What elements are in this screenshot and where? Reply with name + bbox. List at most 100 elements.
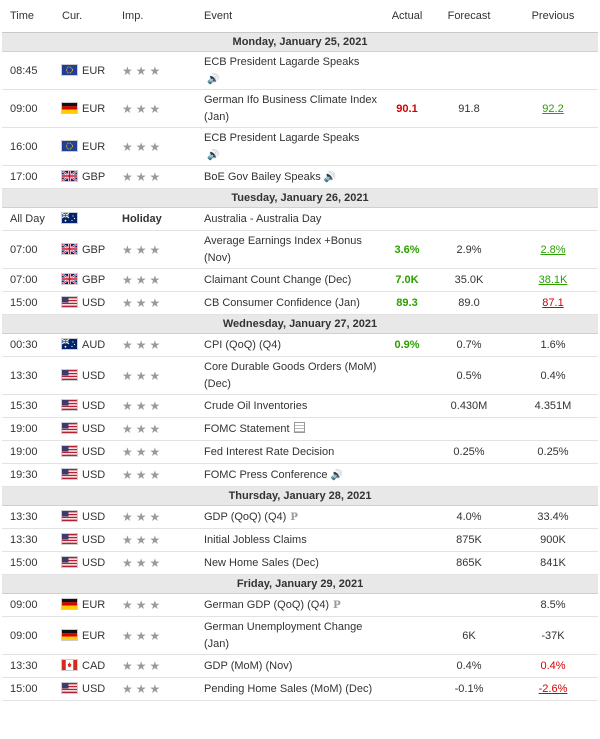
previous-value[interactable]: 2.8% — [540, 243, 566, 256]
event-actual: 7.0K — [384, 268, 430, 292]
currency-code: USD — [82, 446, 106, 458]
event-row[interactable]: 08:45 EUR ★★★ ECB President Lagarde Speaks 🔊 — [2, 51, 598, 90]
event-name[interactable]: BoE Gov Bailey Speaks — [204, 170, 321, 183]
col-forecast[interactable]: Forecast — [430, 0, 508, 33]
col-actual[interactable]: Actual — [384, 0, 430, 33]
event-row[interactable]: All Day Holiday Australia - Australia Day — [2, 207, 598, 231]
event-name[interactable]: FOMC Press Conference — [204, 468, 328, 481]
previous-value: 0.4% — [540, 369, 566, 382]
event-row[interactable]: 15:00 USD ★★★ CB Consumer Confidence (Jan) 8… — [2, 291, 598, 315]
event-name[interactable]: Fed Interest Rate Decision — [204, 445, 335, 458]
day-header-row: Thursday, January 28, 2021 — [2, 486, 598, 506]
event-name[interactable]: ECB President Lagarde Speaks — [204, 55, 360, 68]
event-previous: 0.4% — [508, 654, 598, 678]
importance-stars-icon: ★★★ — [122, 468, 164, 482]
event-row[interactable]: 13:30 USD ★★★ GDP (QoQ) (Q4) P 4.0% 33.4% — [2, 505, 598, 529]
importance-stars-icon: ★★★ — [122, 242, 164, 257]
event-previous: 900K — [508, 528, 598, 552]
previous-value[interactable]: 87.1 — [542, 297, 564, 309]
event-time: 07:00 — [2, 230, 62, 269]
event-row[interactable]: 13:30 USD ★★★ Initial Jobless Claims 875K 900… — [2, 528, 598, 552]
day-header-row: Wednesday, January 27, 2021 — [2, 314, 598, 334]
event-name[interactable]: Pending Home Sales (MoM) (Dec) — [204, 682, 373, 695]
event-previous — [508, 165, 598, 189]
event-row[interactable]: 09:00 EUR ★★★ German Ifo Business Climate I… — [2, 89, 598, 128]
speaker-icon[interactable]: 🔊 — [207, 73, 220, 85]
speaker-icon[interactable]: 🔊 — [330, 469, 343, 481]
event-row[interactable]: 07:00 GBP ★★★ Claimant Count Change (Dec) 7.… — [2, 268, 598, 292]
event-row[interactable]: 19:00 USD ★★★ Fed Interest Rate Decision 0.2… — [2, 440, 598, 464]
event-previous — [508, 127, 598, 166]
event-name[interactable]: FOMC Statement — [204, 422, 290, 435]
event-row[interactable]: 13:30 USD ★★★ Core Durable Goods Orders (Mo… — [2, 356, 598, 395]
event-previous: 4.351M — [508, 394, 598, 418]
event-name-cell: German Ifo Business Climate Index (Jan) — [204, 89, 384, 128]
event-row[interactable]: 15:00 USD ★★★ New Home Sales (Dec) 865K 841K — [2, 551, 598, 575]
col-currency[interactable]: Cur. — [62, 0, 122, 33]
event-row[interactable]: 15:00 USD ★★★ Pending Home Sales (MoM) (Dec… — [2, 677, 598, 701]
event-name[interactable]: German GDP (QoQ) (Q4) — [204, 598, 330, 611]
event-forecast — [430, 417, 508, 441]
event-name-cell: German Unemployment Change (Jan) — [204, 616, 384, 655]
event-name[interactable]: Core Durable Goods Orders (MoM) (Dec) — [204, 360, 377, 390]
previous-value: 841K — [540, 557, 566, 569]
actual-value: 3.6% — [394, 243, 420, 256]
event-currency: USD — [62, 417, 122, 441]
event-row[interactable]: 00:30 AUD ★★★ CPI (QoQ) (Q4) 0.9% 0.7% 1.6% — [2, 333, 598, 357]
actual-value: 89.3 — [396, 297, 418, 309]
event-actual — [384, 127, 430, 166]
event-name[interactable]: Average Earnings Index +Bonus (Nov) — [204, 234, 362, 264]
col-event[interactable]: Event — [204, 0, 384, 33]
currency-code: USD — [82, 511, 106, 523]
currency-code: GBP — [82, 274, 106, 286]
event-name[interactable]: German Unemployment Change (Jan) — [204, 620, 363, 650]
event-importance: ★★★ — [122, 89, 204, 128]
event-name[interactable]: Initial Jobless Claims — [204, 533, 307, 546]
event-actual — [384, 356, 430, 395]
speaker-icon[interactable]: 🔊 — [207, 149, 220, 161]
event-time: 15:00 — [2, 551, 62, 575]
previous-value[interactable]: 38.1K — [538, 274, 568, 286]
event-importance: ★★★ — [122, 440, 204, 464]
event-actual: 90.1 — [384, 89, 430, 128]
event-name[interactable]: ECB President Lagarde Speaks — [204, 131, 360, 144]
col-previous[interactable]: Previous — [508, 0, 598, 33]
col-importance[interactable]: Imp. — [122, 0, 204, 33]
event-forecast: 875K — [430, 528, 508, 552]
uk-flag-icon — [62, 274, 77, 284]
event-row[interactable]: 09:00 EUR ★★★ German GDP (QoQ) (Q4) P 8.5% — [2, 593, 598, 617]
event-name[interactable]: Claimant Count Change (Dec) — [204, 273, 352, 286]
event-name[interactable]: GDP (QoQ) (Q4) — [204, 510, 287, 523]
event-name[interactable]: CPI (QoQ) (Q4) — [204, 338, 282, 351]
event-row[interactable]: 09:00 EUR ★★★ German Unemployment Change (J… — [2, 616, 598, 655]
event-row[interactable]: 19:00 USD ★★★ FOMC Statement — [2, 417, 598, 441]
importance-stars-icon: ★★★ — [122, 170, 164, 184]
currency-code: USD — [82, 400, 106, 412]
event-name[interactable]: New Home Sales (Dec) — [204, 556, 319, 569]
event-name-cell: German GDP (QoQ) (Q4) P — [204, 593, 384, 617]
event-currency: EUR — [62, 51, 122, 90]
event-actual — [384, 528, 430, 552]
event-row[interactable]: 15:30 USD ★★★ Crude Oil Inventories 0.430M 4.… — [2, 394, 598, 418]
document-icon[interactable] — [293, 421, 305, 433]
event-row[interactable]: 13:30 CAD ★★★ GDP (MoM) (Nov) 0.4% 0.4% — [2, 654, 598, 678]
event-row[interactable]: 16:00 EUR ★★★ ECB President Lagarde Speaks 🔊 — [2, 127, 598, 166]
previous-value[interactable]: 92.2 — [542, 102, 564, 115]
event-name[interactable]: CB Consumer Confidence (Jan) — [204, 296, 360, 309]
event-previous — [508, 463, 598, 487]
event-row[interactable]: 07:00 GBP ★★★ Average Earnings Index +Bonus… — [2, 230, 598, 269]
event-name[interactable]: Australia - Australia Day — [204, 212, 322, 225]
event-actual — [384, 51, 430, 90]
event-name[interactable]: GDP (MoM) (Nov) — [204, 659, 293, 672]
event-name[interactable]: German Ifo Business Climate Index (Jan) — [204, 93, 378, 123]
currency-code: GBP — [82, 243, 106, 256]
speaker-icon[interactable]: 🔊 — [323, 171, 337, 183]
event-forecast: 0.4% — [430, 654, 508, 678]
previous-value[interactable]: -2.6% — [538, 683, 568, 695]
event-row[interactable]: 19:30 USD ★★★ FOMC Press Conference 🔊 — [2, 463, 598, 487]
event-previous: 2.8% — [508, 230, 598, 269]
currency-code: USD — [82, 297, 106, 309]
event-name[interactable]: Crude Oil Inventories — [204, 399, 308, 412]
col-time[interactable]: Time — [2, 0, 62, 33]
event-row[interactable]: 17:00 GBP ★★★ BoE Gov Bailey Speaks 🔊 — [2, 165, 598, 189]
